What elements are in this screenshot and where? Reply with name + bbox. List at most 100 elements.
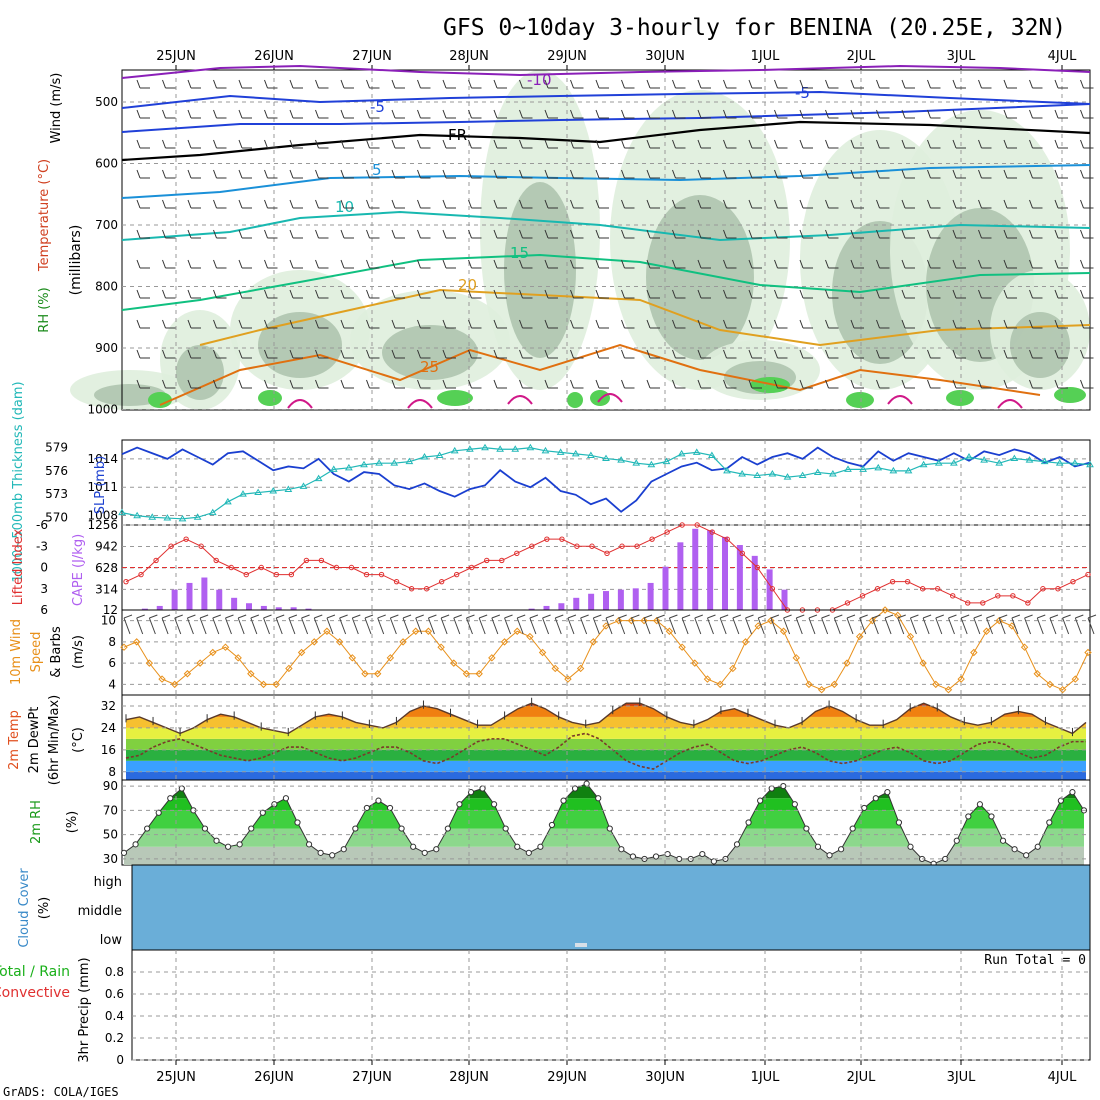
wind-barb [825,199,839,209]
wind10-axis-label-2: Speed [29,632,44,673]
li-point [318,557,325,564]
precip-tick-label: 0.4 [105,1009,124,1023]
wind-barb [850,259,864,269]
wind-barb [748,289,762,299]
wind-barb [162,349,176,359]
wind-barb [340,199,354,209]
wind-barb [876,379,890,389]
wind10-point [424,627,433,635]
wind-barb [697,319,711,329]
temp-tick-label: 8 [108,765,116,779]
wind-barb [978,289,992,299]
cloud-level-label: low [100,933,123,948]
wind-barb [901,199,915,209]
wind-barb [391,259,405,269]
li-point [393,578,400,585]
wind10-barb [453,614,462,635]
li-point [904,578,911,585]
li-point [634,543,640,549]
wind-barb [723,79,737,89]
thickness-line [121,447,1091,520]
wind-barb [570,349,584,359]
rh-band [124,846,1084,865]
wind-barb [493,259,507,269]
wind-barb [136,169,150,179]
wind-barb [723,289,737,299]
wind-barb [162,199,176,209]
wind10-point [297,648,306,657]
wind-barb [187,289,201,299]
wind10-point [703,675,712,683]
wind-barb [136,379,150,389]
cape-bar [647,582,654,610]
wind-barb [544,229,558,239]
wind-barb [238,229,252,239]
precip-convective-label: Convective [0,985,70,1001]
thickness-point [556,448,565,455]
wind-barb [238,139,252,149]
wind-barb [1080,229,1094,239]
cape-bar [736,545,743,610]
wind-barb [952,139,966,149]
wind-barb [646,199,660,209]
rh-point [144,825,151,832]
rh-point [884,789,891,796]
rh-point [814,843,822,850]
wind-barb [799,229,813,239]
contour-label: 25 [420,358,439,376]
wind10-point [462,670,471,678]
wind-barb [697,229,711,239]
wind-barb [1054,229,1068,239]
wind-barb [672,349,686,359]
thickness-point [496,445,505,452]
wind-barb [850,169,864,179]
thickness-point [995,459,1004,466]
li-point [469,564,475,571]
wind-barb [315,229,329,239]
rh-point [178,785,185,792]
wind-barb [774,229,788,239]
wind-barb [213,199,227,209]
wind-barb [876,259,890,269]
wind-barb [264,169,278,179]
li-point [559,536,565,542]
wind-barb [417,79,431,89]
wind-barb [289,349,303,359]
rh-point [248,825,255,832]
thickness-point [435,451,444,458]
wind10-barb [440,614,450,635]
wind10-barb [301,614,310,635]
wind-barb [901,169,915,179]
wind-barb [978,199,992,209]
wind10-point [551,664,559,673]
li-point [619,543,625,549]
wind-barb [595,79,609,89]
pressure-tick-label: 700 [95,218,118,232]
wind-barb [774,169,788,179]
li-point [378,571,385,578]
cape-axis-label: CAPE (J/kg) [71,534,86,606]
wind-barb [570,319,584,329]
thickness-point [586,451,595,458]
wind-barb [799,109,813,119]
precip-panel-frame [131,949,1091,1061]
wind10-barb [339,614,348,635]
wind-barb [646,109,660,119]
wind-barb [264,109,278,119]
wind-barb [723,109,737,119]
rh-point [444,825,451,832]
wind-barb [850,319,864,329]
date-label-bottom: 4JUL [1048,1070,1078,1085]
wind-barb [748,199,762,209]
wind-barb [519,139,533,149]
rh-point [1046,819,1053,826]
wind10-barb [605,614,615,635]
wind-barb [187,79,201,89]
wind-barb [927,199,941,209]
li-point [243,571,249,578]
thickness-point [1086,460,1094,468]
temp-band [126,716,1086,728]
rh-point [849,825,856,832]
contour-magenta [997,399,1023,409]
credit-label: GrADS: COLA/IGES [3,1085,119,1099]
